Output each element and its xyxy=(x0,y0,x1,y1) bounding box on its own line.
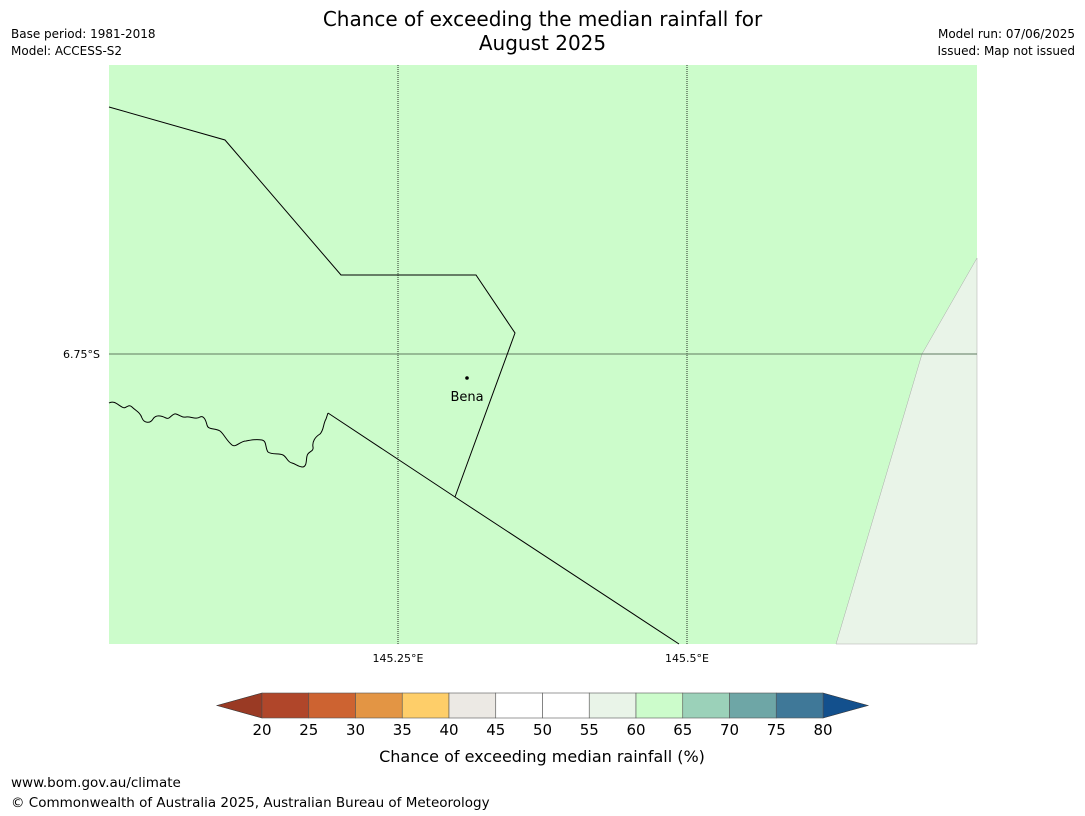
colorbar-segment xyxy=(682,692,730,719)
colorbar-tick-label: 25 xyxy=(299,721,318,739)
colorbar-tick-label: 20 xyxy=(252,721,271,739)
colorbar-over-arrow xyxy=(822,692,870,719)
colorbar: 20 25 30 35 40 45 50 55 60 65 70 75 80 xyxy=(215,692,870,739)
colorbar-segment xyxy=(308,692,356,719)
colorbar-tick-label: 70 xyxy=(720,721,739,739)
district-boundary-south xyxy=(327,412,680,645)
title-line-1: Chance of exceeding the median rainfall … xyxy=(322,7,763,31)
footer-url: www.bom.gov.au/climate xyxy=(11,775,181,791)
colorbar-tick-label: 65 xyxy=(673,721,692,739)
title-line-2: August 2025 xyxy=(478,31,607,55)
issued-status: Issued: Map not issued xyxy=(937,44,1075,58)
town-label: Bena xyxy=(450,390,483,405)
colorbar-segment xyxy=(355,692,403,719)
map-area-fill xyxy=(109,65,977,644)
colorbar-segment xyxy=(775,692,824,719)
colorbar-tick-label: 55 xyxy=(580,721,599,739)
colorbar-tick-label: 50 xyxy=(533,721,552,739)
longitude-label-1: 145.25°E xyxy=(373,652,424,665)
colorbar-segment xyxy=(542,692,590,719)
colorbar-tick-label: 35 xyxy=(393,721,412,739)
colorbar-segment xyxy=(729,692,777,719)
base-period: Base period: 1981-2018 xyxy=(11,27,156,41)
district-boundary-river xyxy=(108,401,329,468)
colorbar-tick-label: 45 xyxy=(486,721,505,739)
colorbar-segment xyxy=(635,692,684,719)
town-marker-dot xyxy=(465,376,469,380)
latitude-label: 6.75°S xyxy=(63,348,100,361)
colorbar-segment xyxy=(401,692,450,719)
colorbar-tick-label: 60 xyxy=(626,721,645,739)
colorbar-segment xyxy=(448,692,497,719)
longitude-label-2: 145.5°E xyxy=(665,652,709,665)
colorbar-tick-label: 80 xyxy=(813,721,832,739)
model-run: Model run: 07/06/2025 xyxy=(937,27,1075,41)
east-zone-fill xyxy=(835,257,978,645)
colorbar-under-arrow xyxy=(215,692,263,719)
district-boundary-north xyxy=(108,106,516,498)
colorbar-segment xyxy=(495,692,543,719)
colorbar-label: Chance of exceeding median rainfall (%) xyxy=(379,747,705,766)
colorbar-tick-label: 30 xyxy=(346,721,365,739)
colorbar-segment xyxy=(588,692,637,719)
meta-left: Base period: 1981-2018 Model: ACCESS-S2 xyxy=(11,26,156,60)
map-title: Chance of exceeding the median rainfall … xyxy=(0,7,1085,55)
footer-copyright: © Commonwealth of Australia 2025, Austra… xyxy=(11,795,490,811)
colorbar-tick-label: 75 xyxy=(767,721,786,739)
colorbar-tick-label: 40 xyxy=(439,721,458,739)
meta-right: Model run: 07/06/2025 Issued: Map not is… xyxy=(937,26,1075,60)
colorbar-segment xyxy=(261,692,310,719)
model-name: Model: ACCESS-S2 xyxy=(11,44,123,58)
